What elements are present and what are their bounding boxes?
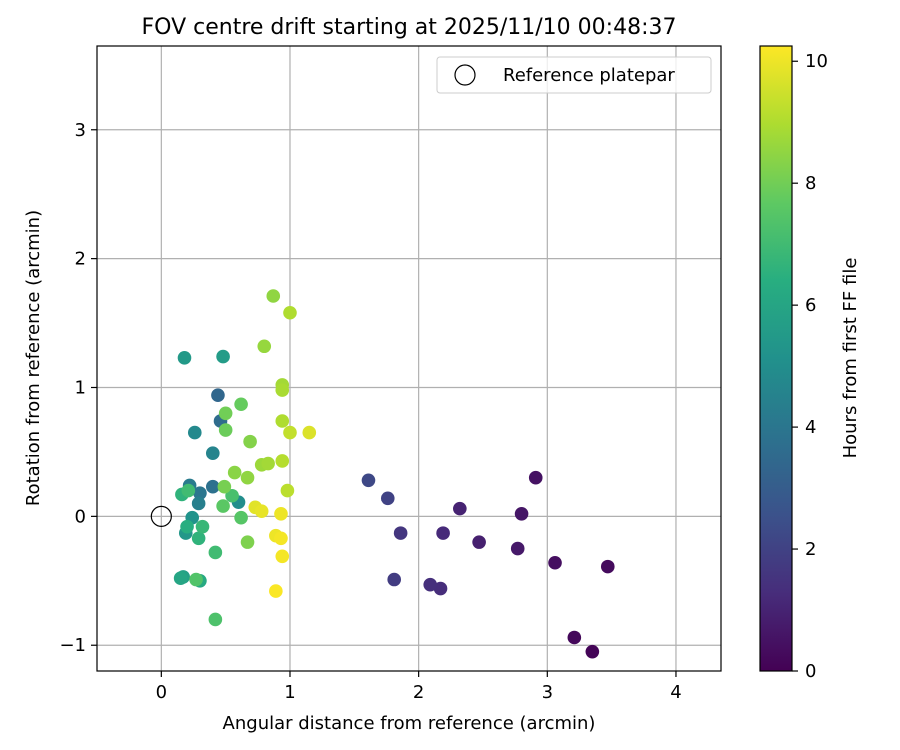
scatter-point xyxy=(205,446,220,461)
scatter-point xyxy=(433,581,448,596)
scatter-point xyxy=(240,470,255,485)
colorbar-gradient xyxy=(760,46,792,671)
scatter-point xyxy=(227,465,242,480)
scatter-points xyxy=(173,289,615,659)
scatter-point xyxy=(211,388,225,403)
scatter-point xyxy=(274,506,288,521)
x-tick-label: 3 xyxy=(542,682,553,703)
y-tick-label: 0 xyxy=(75,506,86,527)
scatter-point xyxy=(243,434,257,449)
colorbar-label: Hours from first FF file xyxy=(840,258,861,459)
scatter-point xyxy=(283,305,297,320)
colorbar-tick-label: 4 xyxy=(805,417,816,438)
scatter-point xyxy=(216,499,230,513)
scatter-point xyxy=(275,549,290,564)
scatter-point xyxy=(514,506,529,521)
scatter-point xyxy=(510,541,525,556)
scatter-point xyxy=(302,425,317,440)
scatter-point xyxy=(234,397,248,412)
colorbar-tick-label: 2 xyxy=(805,539,816,560)
scatter-point xyxy=(177,351,192,365)
scatter-point xyxy=(191,496,206,511)
x-axis-ticks: 0 1 2 3 4 xyxy=(156,671,682,703)
scatter-point xyxy=(216,349,230,364)
plot-background xyxy=(97,46,721,671)
colorbar-tick-label: 8 xyxy=(805,173,816,194)
y-tick-label: 3 xyxy=(75,120,86,141)
colorbar: 0 2 4 6 8 10 Hours from first FF file xyxy=(759,45,861,682)
reference-platepar-marker xyxy=(150,505,172,527)
y-tick-label: 2 xyxy=(75,249,86,270)
scatter-point xyxy=(234,510,248,525)
scatter-point xyxy=(208,545,223,560)
chart-title: FOV centre drift starting at 2025/11/10 … xyxy=(142,15,677,40)
scatter-point xyxy=(280,483,295,498)
reference-marker-layer xyxy=(150,505,172,527)
colorbar-tick-label: 10 xyxy=(805,51,828,72)
scatter-point xyxy=(173,571,188,586)
scatter-point xyxy=(195,519,210,534)
scatter-point xyxy=(548,555,562,570)
y-tick-label: −1 xyxy=(59,635,86,656)
scatter-point xyxy=(393,526,408,540)
scatter-point xyxy=(275,414,290,428)
x-axis-label: Angular distance from reference (arcmin) xyxy=(223,713,596,734)
scatter-point xyxy=(225,488,239,503)
colorbar-tick-label: 0 xyxy=(805,661,816,682)
scatter-point xyxy=(257,339,272,354)
y-tick-label: 1 xyxy=(75,377,86,398)
legend-box xyxy=(436,56,712,94)
scatter-point xyxy=(387,572,402,587)
grid xyxy=(97,46,721,671)
y-axis-ticks: −1 0 1 2 3 xyxy=(59,120,97,656)
colorbar-frame xyxy=(759,45,793,672)
scatter-point xyxy=(191,531,206,546)
scatter-point xyxy=(283,425,297,440)
y-axis-label: Rotation from reference (arcmin) xyxy=(23,210,44,506)
plot-frame xyxy=(96,45,722,672)
x-tick-label: 0 xyxy=(156,682,167,703)
scatter-point xyxy=(472,535,486,549)
scatter-point xyxy=(193,486,207,500)
scatter-point xyxy=(423,577,438,592)
scatter-point xyxy=(380,491,395,506)
scatter-point xyxy=(361,473,376,488)
scatter-point xyxy=(181,483,196,498)
scatter-point xyxy=(208,612,223,627)
scatter-point xyxy=(453,501,467,516)
scatter-point xyxy=(269,584,283,598)
plot-area: 0 1 2 3 4 −1 0 1 2 3 xyxy=(59,45,722,703)
scatter-point xyxy=(254,504,269,519)
scatter-point xyxy=(274,531,288,546)
scatter-point xyxy=(436,526,450,540)
legend-marker-reference xyxy=(454,64,476,86)
scatter-point xyxy=(266,289,281,303)
scatter-point xyxy=(187,425,202,440)
scatter-point xyxy=(217,479,232,494)
colorbar-tick-label: 6 xyxy=(805,295,816,316)
scatter-point xyxy=(600,559,615,574)
x-tick-label: 1 xyxy=(284,682,295,703)
legend: Reference platepar xyxy=(436,56,712,94)
colorbar-ticks: 0 2 4 6 8 10 xyxy=(792,51,828,682)
scatter-point xyxy=(218,423,233,437)
scatter-point xyxy=(528,470,543,485)
scatter-point xyxy=(189,572,203,587)
x-tick-label: 2 xyxy=(413,682,424,703)
scatter-point xyxy=(205,479,220,494)
scatter-point xyxy=(261,456,275,471)
scatter-point xyxy=(240,535,255,549)
scatter-point xyxy=(275,454,290,468)
scatter-point xyxy=(567,630,582,645)
x-tick-label: 4 xyxy=(670,682,681,703)
scatter-point xyxy=(585,644,600,659)
scatter-point xyxy=(218,406,233,421)
scatter-point xyxy=(180,519,194,534)
legend-label-reference: Reference platepar xyxy=(503,65,675,86)
scatter-point xyxy=(275,383,290,397)
